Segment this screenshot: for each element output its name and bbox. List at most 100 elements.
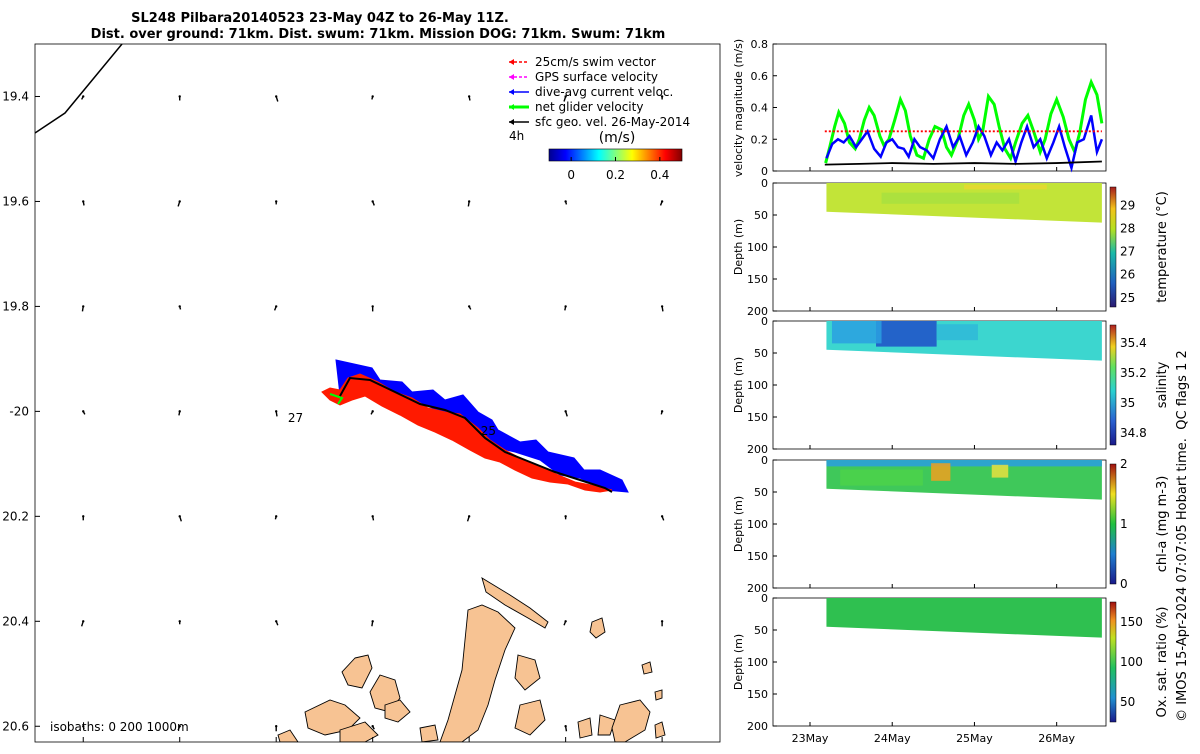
section-y-tick-label: 50 [754, 486, 768, 499]
current-arrow-head [564, 620, 567, 623]
current-arrow-head [82, 515, 85, 518]
section-y-tick-label: 50 [754, 209, 768, 222]
section-colorbar-label: Ox. sat. ratio (%) [1155, 607, 1170, 718]
current-arrow-head [467, 515, 471, 518]
section-patch [931, 463, 951, 481]
current-arrow-head [371, 200, 374, 203]
current-arrow-head [564, 410, 567, 413]
current-arrow-head [178, 200, 181, 203]
velocity-axes-frame [772, 43, 1107, 172]
current-arrow-head [82, 725, 85, 728]
velocity-y-tick-label: 0 [761, 165, 768, 178]
current-arrow-head [178, 620, 181, 623]
map-y-tick-label: 19.4 [2, 89, 29, 103]
imos-credit: © IMOS 15-Apr-2024 07:07:05 Hobart time. [1175, 438, 1190, 722]
section-patch [826, 460, 1102, 467]
track-line [339, 376, 613, 493]
bathymetry-contour [35, 44, 123, 134]
map-y-tick-label: 20.2 [2, 509, 29, 523]
map-y-tick-label: 20.6 [2, 719, 29, 733]
current-arrow-head [178, 410, 181, 413]
section-y-tick-label: 150 [747, 550, 768, 563]
section-y-tick-label: 200 [747, 305, 768, 318]
section-y-tick-label: 100 [747, 241, 768, 254]
day-label-27: 27 [288, 411, 303, 425]
section-colorbar-label: salinity [1155, 361, 1170, 408]
section-data [826, 321, 1102, 361]
section-patch [936, 324, 978, 341]
current-arrow-head [564, 725, 567, 728]
map-axes-frame [34, 43, 721, 743]
section-colorbar-tick-label: 35.2 [1120, 366, 1147, 380]
current-arrow-head [82, 95, 85, 98]
speed-colorbar-tick-label: 0 [567, 168, 575, 182]
current-arrow-head [660, 620, 664, 623]
current-arrow-head [274, 95, 278, 98]
chart-title-line1: SL248 Pilbara20140523 23-May 04Z to 26-M… [131, 11, 509, 26]
section-ylabel: Depth (m) [732, 357, 745, 413]
current-arrow-head [274, 515, 278, 518]
date-tick-label: 23May [792, 732, 829, 745]
net-glider-velocity [329, 393, 344, 405]
section-patch [831, 321, 882, 344]
section-y-tick-label: 150 [747, 273, 768, 286]
section-colorbar [1109, 463, 1117, 585]
legend-label: net glider velocity [535, 100, 643, 114]
legend-label: 25cm/s swim vector [535, 55, 656, 69]
current-arrow-head [82, 410, 85, 413]
legend-arrowhead [509, 89, 514, 95]
section-y-tick-label: 0 [761, 315, 768, 328]
section-colorbar-tick-label: 100 [1120, 655, 1143, 669]
section-y-tick-label: 0 [761, 592, 768, 605]
legend-arrowhead [509, 59, 514, 65]
velocity-y-tick-label: 0.2 [751, 133, 769, 146]
velocity-series [824, 77, 1104, 173]
velocity-y-tick-label: 0.6 [751, 70, 769, 83]
section-panel-1: 0 50 100 150 200 Depth (m) 25 26 27 28 29 temperatu… [732, 177, 1170, 318]
current-arrow-head [371, 95, 374, 98]
velocity-y-tick-label: 0.4 [751, 102, 769, 115]
isobaths-label: isobaths: 0 200 1000m [50, 720, 189, 734]
current-arrow-head [564, 515, 567, 518]
current-arrow-grid [80, 95, 665, 732]
section-colorbar-tick-label: 50 [1120, 695, 1135, 709]
section-fill [826, 598, 1102, 638]
current-arrow-head [660, 410, 664, 413]
current-arrow-head [371, 620, 374, 623]
section-colorbar [1109, 601, 1117, 723]
section-patch [876, 321, 937, 347]
current-arrow-head [660, 200, 664, 203]
date-tick-label: 24May [874, 732, 911, 745]
section-patch [840, 469, 923, 486]
date-x-ticks: 23May 24May 25May 26May [792, 732, 1076, 745]
legend-label: dive-avg current veloc. [535, 85, 673, 99]
current-arrow-head [274, 305, 278, 308]
current-arrow-head [467, 95, 471, 98]
current-arrow-head [371, 410, 374, 413]
glider-track [321, 359, 629, 493]
section-y-tick-label: 0 [761, 177, 768, 190]
map-y-tick-label: 20.4 [2, 614, 29, 628]
current-arrow-head [274, 410, 278, 413]
map-y-tick-label: 19.8 [2, 299, 29, 313]
section-data [826, 460, 1102, 500]
section-y-tick-label: 200 [747, 443, 768, 456]
legend-arrowhead [509, 104, 514, 110]
map-panel: 116116.2116.4116.6116.8117117.2 19.4 19.6… [2, 43, 721, 754]
current-arrow-head [178, 515, 181, 518]
current-arrow-head [274, 200, 278, 203]
current-arrow-head [371, 725, 374, 728]
current-arrow-head [660, 305, 664, 308]
velocity-series-line-sfc-geo [824, 160, 1102, 166]
legend-arrowhead [509, 119, 514, 125]
section-y-tick-label: 100 [747, 518, 768, 531]
section-y-tick-label: 50 [754, 347, 768, 360]
section-data [826, 598, 1102, 638]
velocity-ylabel: velocity magnitude (m/s) [732, 39, 745, 177]
section-y-tick-label: 200 [747, 582, 768, 595]
section-colorbar-tick-label: 26 [1120, 268, 1135, 282]
coastline [277, 577, 666, 742]
speed-colorbar-tick-label: 0.2 [606, 168, 625, 182]
section-y-tick-label: 150 [747, 688, 768, 701]
